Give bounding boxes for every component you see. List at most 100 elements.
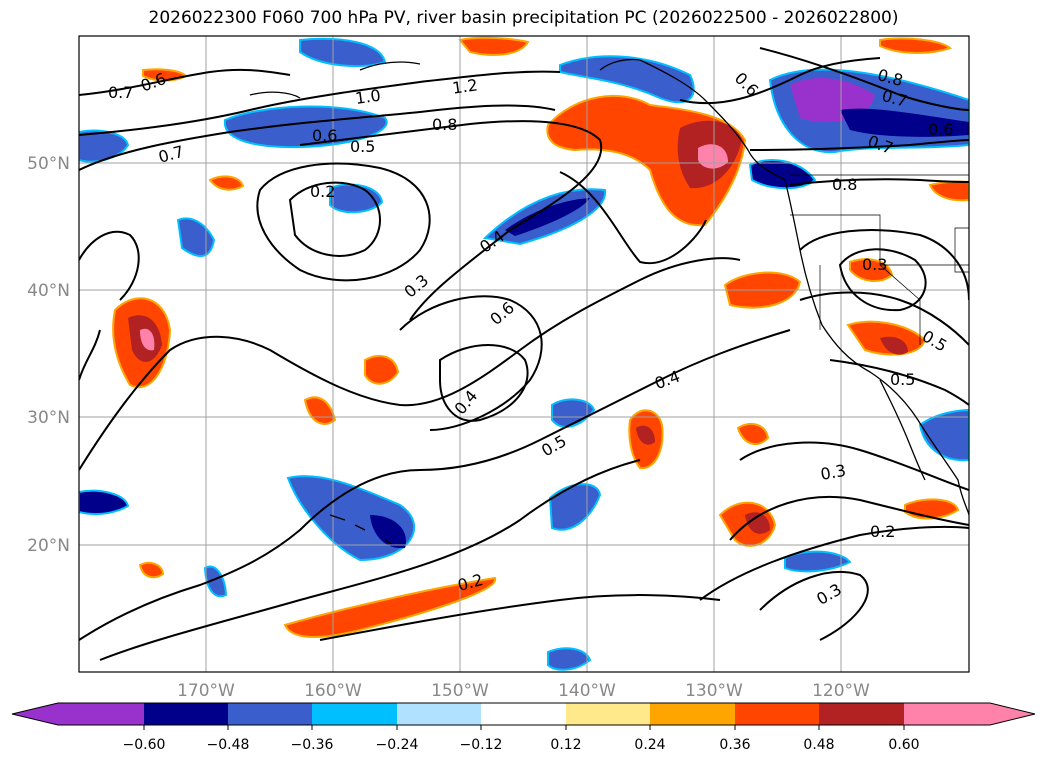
colorbar-tick-label: −0.60 <box>123 737 166 753</box>
pv-contour <box>79 329 101 381</box>
pv-contour <box>79 70 561 136</box>
positive-anomaly <box>458 36 530 56</box>
colorbar-tick-label: 0.48 <box>803 737 834 753</box>
colorbar-tick-label: −0.36 <box>291 737 334 753</box>
positive-anomaly <box>736 422 770 445</box>
colorbar-tick-label: 0.24 <box>634 737 665 753</box>
pv-contour <box>399 295 543 431</box>
colorbar-segment <box>735 703 819 725</box>
negative-anomaly <box>79 489 130 516</box>
contour-label: 0.8 <box>432 115 457 134</box>
map-frame <box>78 35 970 673</box>
contour-label: 0.5 <box>350 137 375 156</box>
graticule <box>79 36 969 672</box>
pv-contour <box>799 291 969 346</box>
contour-label: 0.5 <box>890 370 915 389</box>
pv-contour <box>679 57 881 105</box>
pv-contour <box>79 230 140 301</box>
lat-label-40n: 40°N <box>27 281 70 301</box>
colorbar-tick-label: 0.60 <box>888 737 919 753</box>
negative-anomaly <box>505 198 590 236</box>
pv-contour <box>79 68 291 96</box>
pv-contour <box>739 441 969 491</box>
negative-anomaly <box>299 37 387 68</box>
contour-label: 1.0 <box>354 86 382 108</box>
lon-label-120w: 120°W <box>812 681 870 701</box>
pv-contour <box>759 47 969 111</box>
positive-anomaly <box>140 328 155 351</box>
pv-contour <box>559 171 707 265</box>
pv-contour <box>729 496 969 541</box>
positive-anomaly <box>636 425 655 445</box>
colorbar-segment <box>397 703 481 725</box>
pv-contour <box>829 359 969 406</box>
pv-contour <box>789 178 969 186</box>
negative-anomaly <box>176 217 216 257</box>
pv-contour <box>79 104 556 171</box>
colorbar: −0.60 −0.48 −0.36 −0.24 −0.12 0.12 0.24 … <box>11 702 1036 753</box>
lon-label-130w: 130°W <box>685 681 743 701</box>
map-title: 2026022300 F060 700 hPa PV, river basin … <box>148 8 899 28</box>
colorbar-tick-label: −0.48 <box>207 737 250 753</box>
colorbar-extend-min <box>12 703 58 725</box>
longitude-labels: 170°W 160°W 150°W 140°W 130°W 120°W <box>177 681 870 701</box>
contour-label: 0.6 <box>312 126 337 145</box>
negative-anomaly <box>370 515 406 549</box>
coastlines <box>249 58 969 545</box>
positive-anomaly <box>879 37 953 55</box>
colorbar-segment <box>312 703 397 725</box>
map-area: 0.6 0.7 1.2 1.0 0.8 0.6 0.5 0.7 0.2 0.4 … <box>79 36 969 672</box>
positive-anomaly <box>880 336 908 355</box>
positive-anomaly <box>138 561 165 579</box>
negative-anomaly <box>223 105 388 149</box>
lat-label-30n: 30°N <box>27 408 70 428</box>
pv-contour <box>256 162 431 282</box>
colorbar-segment <box>481 703 566 725</box>
negative-anomaly <box>784 550 852 573</box>
latitude-labels: 50°N 40°N 30°N 20°N <box>27 154 70 556</box>
colorbar-outline <box>11 702 1036 726</box>
pv-contour <box>799 229 969 301</box>
pv-contours <box>79 47 969 661</box>
contour-label: 0.7 <box>108 83 133 102</box>
colorbar-segment <box>566 703 650 725</box>
pv-contour <box>319 594 721 641</box>
pv-contour <box>99 459 641 661</box>
contour-label: 0.6 <box>928 120 953 139</box>
lat-label-20n: 20°N <box>27 536 70 556</box>
colorbar-segment <box>144 703 228 725</box>
precip-shading <box>79 36 969 671</box>
pv-contour <box>699 525 969 601</box>
pv-contour <box>79 257 741 471</box>
negative-anomaly <box>748 159 817 190</box>
negative-anomaly <box>203 565 228 598</box>
negative-anomaly <box>840 108 969 137</box>
colorbar-segment <box>58 703 144 725</box>
colorbar-tick-label: 0.36 <box>719 737 750 753</box>
contour-label: 0.8 <box>832 175 857 194</box>
negative-anomaly <box>547 647 592 671</box>
colorbar-segment <box>650 703 735 725</box>
lon-label-150w: 150°W <box>431 681 489 701</box>
colorbar-extend-max <box>990 703 1035 725</box>
colorbar-tick-label: 0.12 <box>550 737 581 753</box>
pv-contour <box>288 181 381 257</box>
pv-contour <box>838 248 927 312</box>
colorbar-segment <box>819 703 904 725</box>
lon-label-160w: 160°W <box>304 681 362 701</box>
positive-anomaly <box>745 512 770 534</box>
pv-contour <box>79 329 791 641</box>
negative-anomaly <box>551 398 596 428</box>
contour-label: 0.3 <box>819 461 847 484</box>
colorbar-tick-label: −0.12 <box>460 737 503 753</box>
colorbar-segment <box>904 703 990 725</box>
contour-label: 0.3 <box>862 255 887 274</box>
negative-anomaly <box>79 129 130 163</box>
positive-anomaly <box>208 175 245 191</box>
positive-anomaly <box>283 576 497 638</box>
pv-contour <box>759 570 869 641</box>
pv-contour <box>439 344 529 422</box>
positive-anomaly <box>364 355 400 385</box>
contour-label: 0.2 <box>870 522 895 541</box>
